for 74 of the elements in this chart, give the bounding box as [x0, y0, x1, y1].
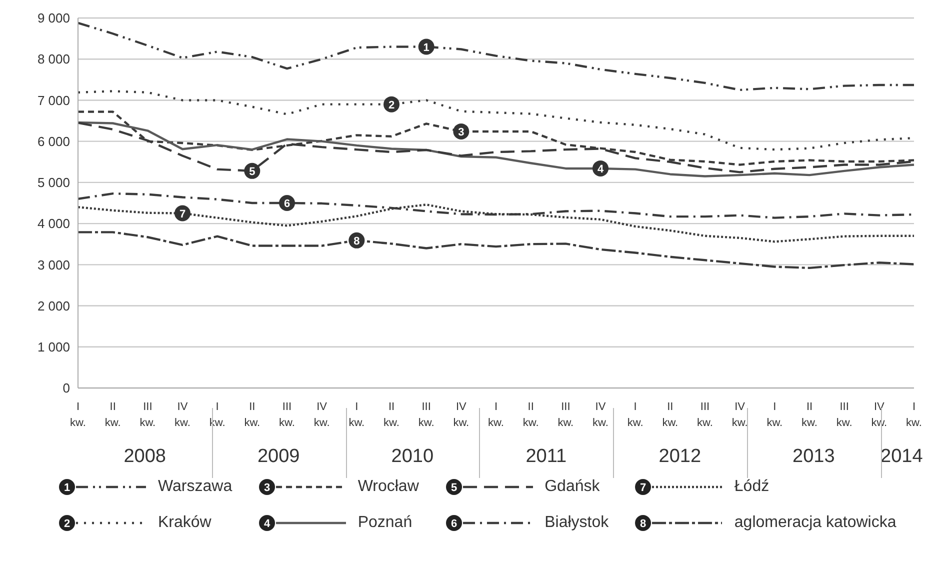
number-badge: 1: [418, 38, 434, 55]
legend-label: Poznań: [358, 514, 412, 532]
text: 2014: [880, 446, 923, 468]
annotation: 2: [388, 99, 395, 112]
number-badge: 3: [453, 123, 470, 140]
x-tick-label: I kw.: [488, 401, 504, 429]
x-tick-label: I kw.: [906, 401, 922, 429]
y-tick-label: 3 000: [37, 257, 70, 272]
x-tick-label: III kw.: [140, 401, 156, 429]
legend-label: Kraków: [158, 514, 212, 532]
x-tick-label: III kw.: [558, 401, 574, 429]
x-tick-label: III kw.: [697, 401, 713, 429]
y-tick-label: 5 000: [37, 175, 70, 190]
text: 5: [450, 482, 457, 494]
x-tick-label: II kw.: [384, 401, 400, 429]
y-tick-label: 6 000: [37, 134, 70, 149]
text: 7: [640, 482, 646, 494]
number-badge: 7: [174, 205, 190, 222]
y-tick-label: 1 000: [37, 340, 70, 355]
x-tick-label: III kw.: [418, 401, 434, 429]
legend-label: Warszawa: [158, 478, 232, 496]
text: 2013: [792, 446, 836, 468]
annotation: 3: [458, 126, 464, 138]
y-tick-label: 4 000: [37, 216, 70, 232]
y-tick-label: 7 000: [37, 92, 70, 108]
x-tick-label: I kw.: [70, 401, 86, 429]
legend-label: aglomeracja katowicka: [734, 514, 896, 532]
annotation: 1: [423, 42, 430, 54]
x-tick-label: IV kw.: [732, 401, 748, 429]
x-tick-label: II kw.: [802, 401, 818, 429]
line-series: [76, 22, 916, 92]
y-tick-label: 9 000: [37, 10, 70, 26]
annotation: 8: [354, 235, 360, 248]
text: 6: [450, 518, 457, 530]
x-tick-label: III kw.: [836, 401, 852, 429]
x-tick-label: III kw.: [279, 401, 295, 429]
text: 1: [64, 482, 70, 494]
text: 2011: [524, 446, 568, 468]
text: 4: [264, 518, 270, 530]
text: 8: [640, 518, 646, 530]
legend-label: Łódź: [734, 478, 770, 496]
legend-label: Gdańsk: [544, 478, 600, 496]
legend-label: Białystok: [544, 514, 609, 532]
text: 2010: [390, 446, 435, 468]
text: 2: [64, 518, 70, 530]
x-tick-label: IV kw.: [453, 401, 470, 429]
x-tick-label: IV kw.: [314, 401, 330, 429]
x-tick-label: IV kw.: [592, 401, 608, 429]
x-tick-label: I kw.: [627, 401, 644, 429]
x-tick-label: II kw.: [104, 401, 121, 429]
y-tick-label: 2 000: [37, 298, 70, 314]
text: 2008: [122, 446, 168, 468]
annotation: 4: [597, 163, 604, 176]
x-tick-label: II kw.: [662, 401, 678, 429]
text: 3: [264, 482, 270, 494]
annotation: 6: [284, 198, 290, 210]
number-badge: 6: [279, 195, 295, 211]
line-series: [76, 231, 916, 270]
x-tick-label: IV kw.: [174, 401, 190, 429]
x-tick-label: II kw.: [522, 401, 539, 429]
number-badge: 5: [244, 162, 260, 179]
x-tick-label: I kw.: [766, 401, 783, 429]
number-badge: 4: [592, 160, 608, 176]
text: 2009: [256, 446, 301, 468]
legend-label: Wrocław: [358, 478, 419, 496]
annotation: 5: [249, 166, 256, 178]
x-tick-label: II kw.: [244, 401, 260, 429]
x-tick-label: I kw.: [348, 401, 365, 429]
annotation: 7: [179, 208, 186, 220]
y-tick-label: 8 000: [37, 52, 70, 67]
y-tick-label: 0: [62, 380, 70, 396]
number-badge: 8: [348, 232, 365, 248]
text: 2012: [658, 446, 702, 468]
number-badge: 2: [384, 96, 400, 112]
